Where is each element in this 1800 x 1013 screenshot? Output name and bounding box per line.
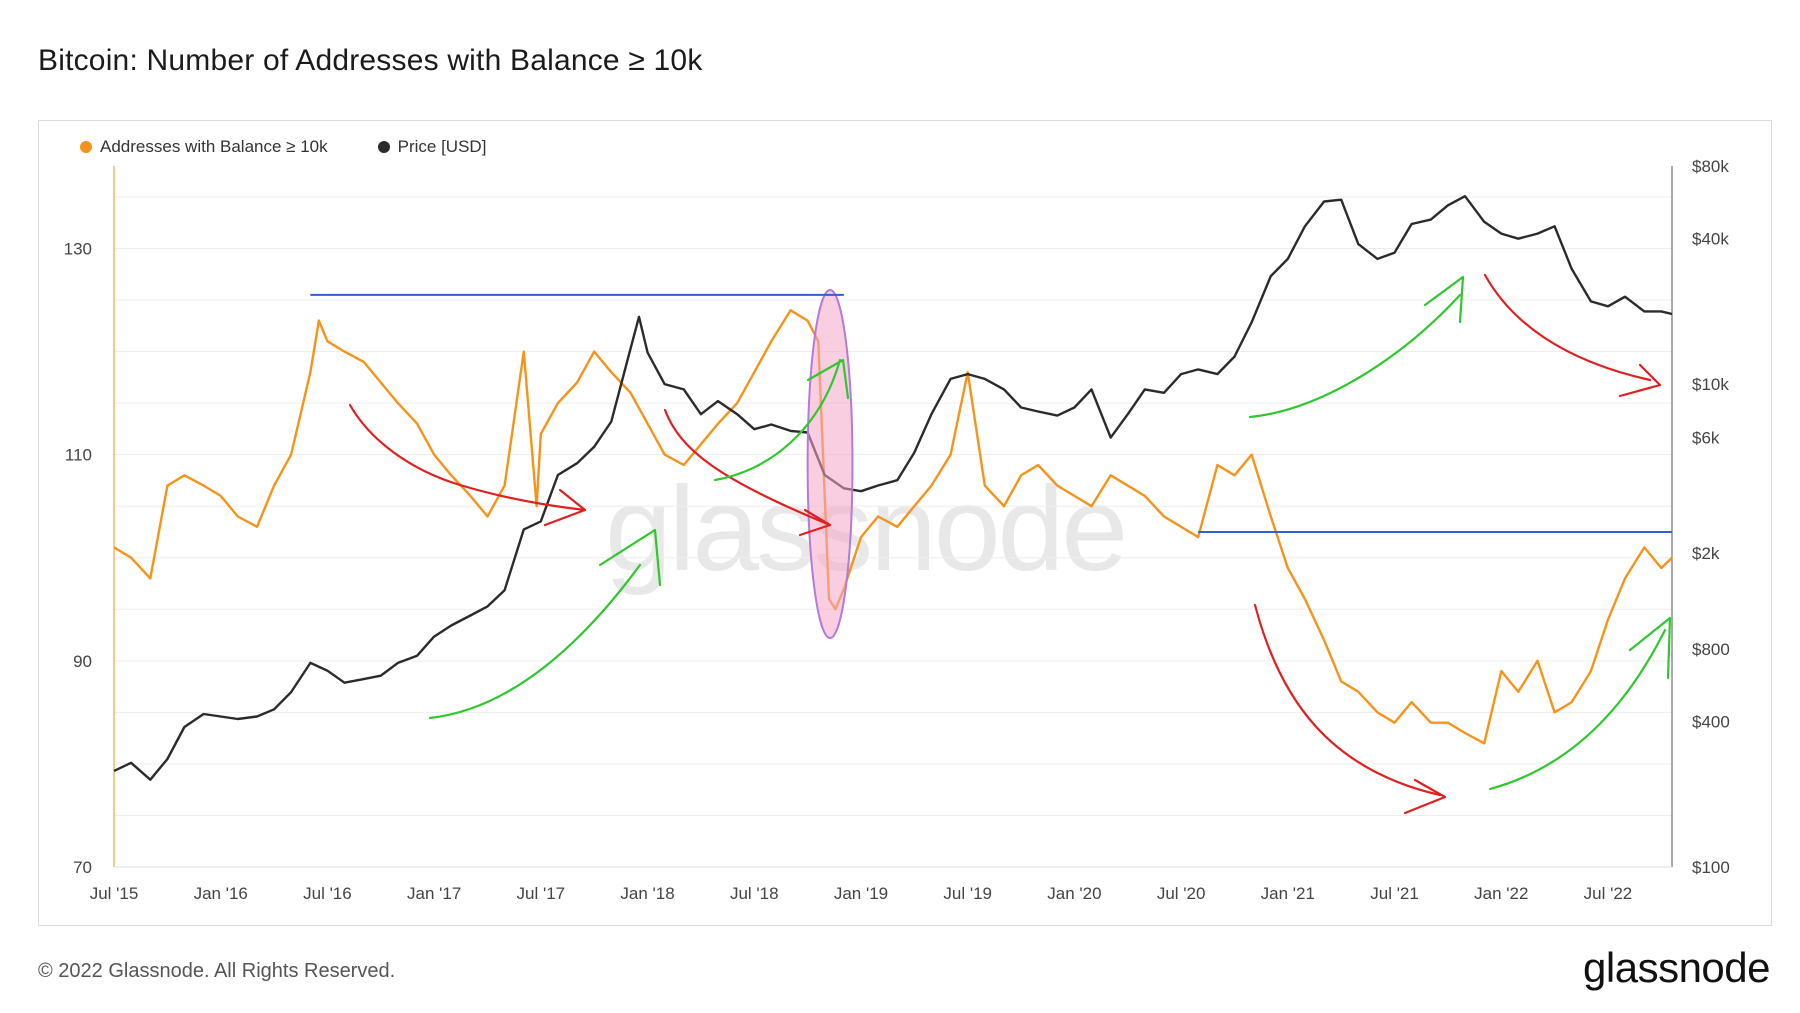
legend-item-price[interactable]: Price [USD] bbox=[377, 137, 487, 157]
x-tick-label: Jul '18 bbox=[730, 884, 779, 903]
x-tick-label: Jul '16 bbox=[303, 884, 352, 903]
x-tick-label: Jan '16 bbox=[194, 884, 248, 903]
x-tick-label: Jul '15 bbox=[90, 884, 139, 903]
copyright: © 2022 Glassnode. All Rights Reserved. bbox=[38, 960, 396, 982]
x-tick-label: Jul '22 bbox=[1584, 884, 1633, 903]
addresses-series-line bbox=[113, 309, 1673, 745]
rise-arrow-curve bbox=[713, 358, 842, 482]
rise-arrow-head-icon bbox=[598, 528, 662, 587]
x-tick-label: Jan '22 bbox=[1474, 884, 1528, 903]
rise-arrow-head-icon bbox=[1423, 275, 1465, 324]
chart-title: Bitcoin: Number of Addresses with Balanc… bbox=[38, 44, 703, 77]
decline-arrow-curve bbox=[1483, 273, 1652, 382]
rise-arrow-curve bbox=[1488, 628, 1667, 791]
legend-dot-black-icon bbox=[377, 141, 390, 153]
decline-arrow-head-icon bbox=[1403, 778, 1447, 815]
decline-arrow-curve bbox=[663, 408, 832, 527]
y-left-tick-label: 90 bbox=[73, 652, 92, 671]
y-right-tick-label: $100 bbox=[1692, 858, 1730, 877]
x-tick-label: Jul '21 bbox=[1370, 884, 1419, 903]
y-right-tick-label: $6k bbox=[1692, 429, 1720, 448]
y-left-tick-label: 70 bbox=[73, 858, 92, 877]
decline-arrow-head-icon bbox=[798, 508, 832, 537]
decline-arrow-curve bbox=[1253, 603, 1442, 797]
rise-arrow-head-icon bbox=[806, 358, 850, 400]
legend-dot-orange-icon bbox=[80, 141, 92, 153]
y-right-tick-label: $80k bbox=[1692, 157, 1729, 176]
x-tick-label: Jan '19 bbox=[834, 884, 888, 903]
x-tick-label: Jul '17 bbox=[517, 884, 566, 903]
legend: Addresses with Balance ≥ 10k Price [USD] bbox=[80, 137, 486, 157]
decline-arrow-head-icon bbox=[1618, 363, 1662, 398]
legend-item-addresses[interactable]: Addresses with Balance ≥ 10k bbox=[80, 137, 328, 157]
rise-arrow-curve bbox=[1248, 293, 1462, 419]
x-tick-label: Jan '21 bbox=[1261, 884, 1315, 903]
highlight-ellipse bbox=[806, 289, 854, 639]
price-series-line bbox=[113, 194, 1673, 781]
x-tick-label: Jul '19 bbox=[943, 884, 992, 903]
x-tick-label: Jul '20 bbox=[1157, 884, 1206, 903]
y-right-tick-label: $40k bbox=[1692, 230, 1729, 249]
y-left-tick-label: 130 bbox=[64, 239, 92, 258]
y-right-tick-label: $400 bbox=[1692, 713, 1730, 732]
y-left-tick-label: 110 bbox=[65, 446, 92, 465]
x-tick-label: Jan '20 bbox=[1047, 884, 1101, 903]
y-right-tick-label: $10k bbox=[1692, 375, 1729, 394]
decline-arrow-head-icon bbox=[543, 488, 587, 527]
x-tick-label: Jan '18 bbox=[620, 884, 674, 903]
y-right-tick-label: $2k bbox=[1692, 544, 1720, 563]
chart-panel bbox=[38, 120, 1772, 926]
legend-label-addresses: Addresses with Balance ≥ 10k bbox=[100, 137, 328, 156]
legend-label-price: Price [USD] bbox=[397, 137, 487, 156]
glassnode-logo[interactable]: glassnode bbox=[1583, 944, 1770, 991]
decline-arrow-curve bbox=[348, 403, 587, 512]
rise-arrow-curve bbox=[428, 563, 642, 720]
y-right-tick-label: $800 bbox=[1692, 640, 1730, 659]
rise-arrow-head-icon bbox=[1628, 616, 1672, 680]
x-tick-label: Jan '17 bbox=[407, 884, 461, 903]
